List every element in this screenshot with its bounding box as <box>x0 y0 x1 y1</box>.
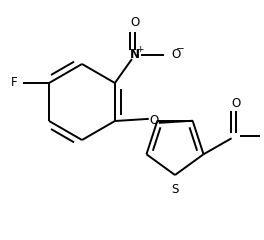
Text: S: S <box>171 183 179 196</box>
Text: F: F <box>11 77 17 90</box>
Text: +: + <box>136 46 144 54</box>
Text: O: O <box>171 48 180 61</box>
Text: −: − <box>176 44 184 54</box>
Text: O: O <box>231 97 240 110</box>
Text: O: O <box>149 114 158 127</box>
Text: N: N <box>130 48 140 61</box>
Text: O: O <box>130 16 140 29</box>
